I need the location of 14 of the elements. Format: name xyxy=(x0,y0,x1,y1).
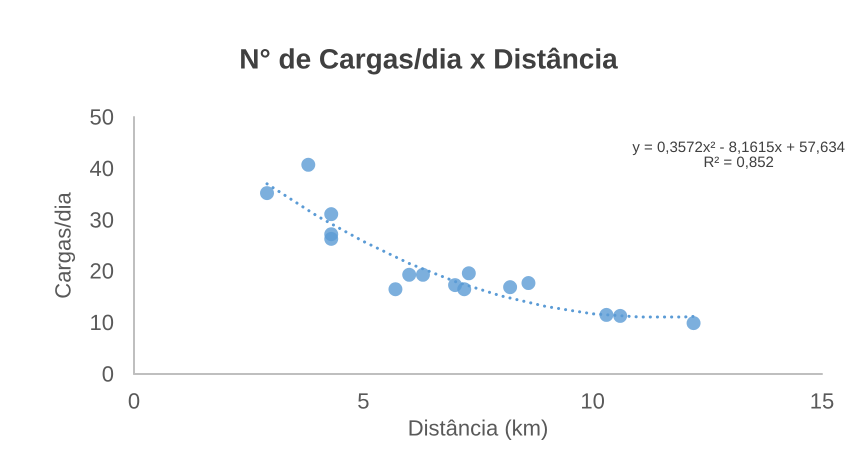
x-tick-label: 0 xyxy=(128,388,140,414)
y-tick-label: 0 xyxy=(102,362,114,386)
y-tick-label: 40 xyxy=(90,156,114,181)
chart-title: N° de Cargas/dia x Distância xyxy=(239,44,618,74)
x-axis-title: Distância (km) xyxy=(408,415,548,440)
x-tick-label: 5 xyxy=(357,388,370,414)
annotation: y = 0,3572x² - 8,1615x + 57,634 R² = 0,852 xyxy=(632,139,845,171)
y-tick-label: 50 xyxy=(90,104,114,130)
y-axis-title: Cargas/dia xyxy=(50,192,76,299)
y-tick-label: 30 xyxy=(90,207,114,232)
y-tick-label: 20 xyxy=(90,258,114,284)
y-tick-label: 10 xyxy=(90,310,114,336)
x-tick-label: 15 xyxy=(810,388,834,414)
x-tick-label: 10 xyxy=(580,388,605,414)
